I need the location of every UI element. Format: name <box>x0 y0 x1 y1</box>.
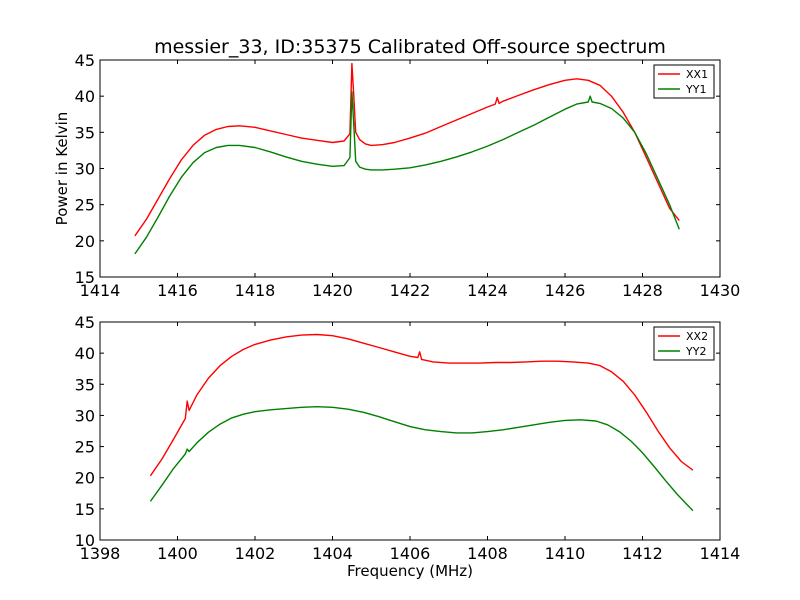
y-tick-label: 20 <box>75 232 95 251</box>
x-tick-label: 1408 <box>467 544 508 563</box>
y-tick-label: 40 <box>75 344 95 363</box>
y-tick-label: 45 <box>75 51 95 70</box>
x-tick-label: 1416 <box>157 281 198 300</box>
x-tick-label: 1398 <box>80 544 121 563</box>
y-tick-label: 45 <box>75 313 95 332</box>
x-tick-label: 1428 <box>622 281 663 300</box>
y-axis-label: Power in Kelvin <box>53 112 71 226</box>
x-tick-label: 1402 <box>235 544 276 563</box>
y-tick-label: 40 <box>75 87 95 106</box>
y-tick-label: 35 <box>75 375 95 394</box>
x-tick-label: 1414 <box>700 544 741 563</box>
x-tick-label: 1420 <box>312 281 353 300</box>
series-line-yy1 <box>134 91 680 255</box>
chart-panel-2: 1398 1400 1402 1404 1406 1408 1410 1412 1414 10 15… <box>75 313 741 580</box>
legend-box <box>653 64 715 99</box>
y-tick-label: 30 <box>75 160 95 179</box>
x-tick-label: 1414 <box>80 281 121 300</box>
y-tick-label: 15 <box>75 268 95 287</box>
series-line-yy2 <box>149 406 694 512</box>
x-tick-label: 1406 <box>390 544 431 563</box>
legend-label-yy2: YY2 <box>685 345 706 358</box>
x-tick-label: 1410 <box>545 544 586 563</box>
y-tick-label: 25 <box>75 196 95 215</box>
x-axis-label: Frequency (MHz) <box>347 562 473 580</box>
x-tick-label: 1430 <box>700 281 741 300</box>
legend-label-xx2: XX2 <box>686 330 708 343</box>
x-tick-label: 1422 <box>390 281 431 300</box>
y-tick-label: 35 <box>75 123 95 142</box>
x-tick-label: 1426 <box>545 281 586 300</box>
legend-label-xx1: XX1 <box>686 68 708 81</box>
x-tick-label: 1424 <box>467 281 508 300</box>
y-tick-label: 30 <box>75 406 95 425</box>
x-tick-label: 1404 <box>312 544 353 563</box>
series-line-xx2 <box>149 333 694 477</box>
y-tick-label: 25 <box>75 438 95 457</box>
figure-title: messier_33, ID:35375 Calibrated Off-sour… <box>154 36 666 58</box>
series-line-xx1 <box>134 62 680 237</box>
plot-area: 1414 1416 1418 1420 1422 1424 1426 1428 1430 15 20… <box>53 51 740 580</box>
chart-panel-1: 1414 1416 1418 1420 1422 1424 1426 1428 1430 15 20… <box>53 51 740 300</box>
x-tick-label: 1412 <box>622 544 663 563</box>
x-tick-label: 1418 <box>235 281 276 300</box>
legend-label-yy1: YY1 <box>685 83 706 96</box>
y-tick-label: 20 <box>75 469 95 488</box>
y-tick-label: 15 <box>75 500 95 519</box>
legend-box <box>653 326 715 361</box>
x-tick-label: 1400 <box>157 544 198 563</box>
y-tick-label: 10 <box>75 531 95 550</box>
